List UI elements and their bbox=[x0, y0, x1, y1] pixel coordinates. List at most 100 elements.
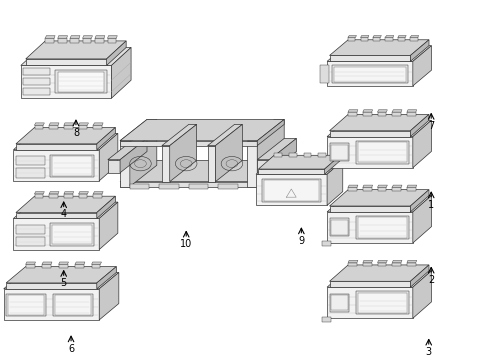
Polygon shape bbox=[99, 133, 118, 181]
Polygon shape bbox=[75, 262, 85, 264]
Polygon shape bbox=[329, 265, 429, 281]
Polygon shape bbox=[75, 264, 84, 268]
Polygon shape bbox=[93, 123, 103, 125]
Polygon shape bbox=[170, 124, 196, 182]
Text: 10: 10 bbox=[180, 239, 192, 249]
Polygon shape bbox=[49, 123, 59, 125]
Polygon shape bbox=[92, 262, 101, 264]
Polygon shape bbox=[257, 160, 270, 173]
Polygon shape bbox=[348, 260, 358, 263]
Polygon shape bbox=[70, 38, 79, 42]
Polygon shape bbox=[329, 114, 429, 131]
Polygon shape bbox=[107, 38, 116, 42]
Polygon shape bbox=[327, 287, 413, 318]
Polygon shape bbox=[322, 241, 331, 246]
Polygon shape bbox=[16, 127, 116, 144]
Polygon shape bbox=[377, 110, 387, 112]
Polygon shape bbox=[99, 273, 119, 320]
Polygon shape bbox=[329, 143, 349, 161]
Polygon shape bbox=[413, 271, 432, 318]
Polygon shape bbox=[331, 145, 348, 159]
Polygon shape bbox=[108, 139, 147, 160]
Polygon shape bbox=[107, 36, 117, 38]
Polygon shape bbox=[21, 48, 131, 66]
Polygon shape bbox=[398, 37, 405, 41]
Polygon shape bbox=[327, 161, 343, 205]
Polygon shape bbox=[26, 59, 107, 66]
Polygon shape bbox=[120, 120, 284, 141]
Polygon shape bbox=[413, 195, 432, 243]
Polygon shape bbox=[218, 184, 238, 189]
Polygon shape bbox=[363, 263, 372, 266]
Polygon shape bbox=[410, 36, 418, 37]
Polygon shape bbox=[42, 264, 51, 268]
Polygon shape bbox=[64, 194, 73, 198]
Polygon shape bbox=[407, 187, 416, 191]
Polygon shape bbox=[97, 196, 116, 219]
Text: 9: 9 bbox=[298, 235, 304, 246]
Polygon shape bbox=[97, 266, 117, 289]
Polygon shape bbox=[289, 153, 297, 157]
Polygon shape bbox=[16, 196, 116, 212]
Polygon shape bbox=[78, 192, 88, 194]
Polygon shape bbox=[3, 273, 119, 289]
Polygon shape bbox=[329, 219, 349, 237]
Polygon shape bbox=[331, 295, 348, 310]
Polygon shape bbox=[16, 225, 45, 234]
Polygon shape bbox=[24, 88, 50, 95]
Polygon shape bbox=[327, 137, 413, 168]
Polygon shape bbox=[363, 185, 373, 187]
Polygon shape bbox=[64, 125, 73, 129]
Polygon shape bbox=[377, 112, 386, 116]
Polygon shape bbox=[58, 36, 68, 38]
Polygon shape bbox=[377, 260, 387, 263]
Polygon shape bbox=[410, 190, 429, 212]
Polygon shape bbox=[327, 195, 432, 212]
Polygon shape bbox=[386, 36, 394, 37]
Polygon shape bbox=[83, 36, 93, 38]
Polygon shape bbox=[6, 266, 117, 283]
Polygon shape bbox=[363, 187, 372, 191]
Polygon shape bbox=[257, 139, 296, 160]
Polygon shape bbox=[324, 155, 340, 174]
Polygon shape bbox=[410, 114, 429, 137]
Polygon shape bbox=[16, 168, 45, 177]
Polygon shape bbox=[64, 123, 74, 125]
Polygon shape bbox=[361, 36, 369, 37]
Polygon shape bbox=[359, 293, 408, 313]
Polygon shape bbox=[410, 40, 429, 61]
Polygon shape bbox=[59, 264, 68, 268]
Polygon shape bbox=[64, 192, 74, 194]
Polygon shape bbox=[257, 160, 284, 186]
Polygon shape bbox=[34, 194, 44, 198]
Polygon shape bbox=[257, 120, 284, 146]
Polygon shape bbox=[49, 192, 59, 194]
Polygon shape bbox=[329, 294, 349, 312]
Polygon shape bbox=[410, 37, 417, 41]
Polygon shape bbox=[46, 38, 54, 42]
Polygon shape bbox=[50, 223, 94, 246]
Polygon shape bbox=[8, 295, 44, 315]
Polygon shape bbox=[348, 110, 358, 112]
Polygon shape bbox=[413, 120, 432, 168]
Polygon shape bbox=[52, 156, 92, 176]
Polygon shape bbox=[58, 72, 104, 92]
Polygon shape bbox=[78, 123, 88, 125]
Polygon shape bbox=[16, 237, 45, 246]
Polygon shape bbox=[348, 263, 357, 266]
Polygon shape bbox=[6, 283, 97, 289]
Polygon shape bbox=[120, 141, 130, 186]
Polygon shape bbox=[327, 120, 432, 137]
Polygon shape bbox=[3, 289, 99, 320]
Polygon shape bbox=[392, 110, 402, 112]
Polygon shape bbox=[34, 125, 44, 129]
Polygon shape bbox=[348, 187, 357, 191]
Polygon shape bbox=[386, 37, 393, 41]
Polygon shape bbox=[373, 37, 380, 41]
Text: 5: 5 bbox=[61, 278, 67, 288]
Polygon shape bbox=[24, 68, 50, 75]
Polygon shape bbox=[348, 36, 357, 37]
Polygon shape bbox=[34, 123, 45, 125]
Polygon shape bbox=[363, 260, 373, 263]
Polygon shape bbox=[95, 38, 104, 42]
